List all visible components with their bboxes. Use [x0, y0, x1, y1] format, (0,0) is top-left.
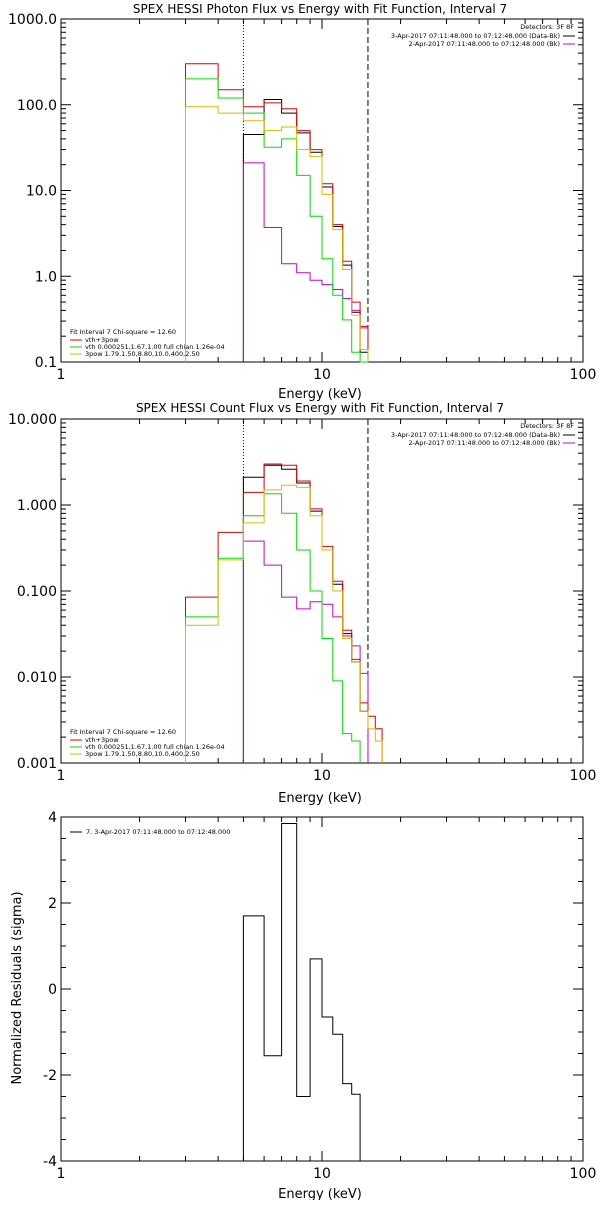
panel-title: SPEX HESSI Count Flux vs Energy with Fit…	[136, 401, 504, 415]
photon-flux-panel: SPEX HESSI Photon Flux vs Energy with Fi…	[8, 2, 596, 402]
fit-legend-entry: vth 0.000251,1.67,1.00 full chian 1.26e-…	[70, 343, 225, 351]
x-axis-label: Energy (keV)	[278, 387, 362, 402]
residuals-panel: Energy (keV) Normalized Residuals (sigma…	[10, 810, 597, 1202]
fit-legend-entry: vth+3pow	[70, 736, 119, 744]
series-histogram	[185, 484, 383, 763]
x-tick-label: 10	[313, 367, 331, 383]
y-tick-label: 1.0	[35, 269, 57, 285]
y-tick-label: 4	[48, 810, 57, 826]
y-tick-label: 100.0	[17, 98, 57, 114]
x-tick-label: 1	[57, 1166, 66, 1182]
fit-legend-label: 3pow 1.79,1.50,8.80,10.0,400,2.50	[85, 350, 200, 358]
data-legend-entry: 2-Apr-2017 07:11:48.000 to 07:12:48.000 …	[409, 40, 575, 48]
data-legend-label: 2-Apr-2017 07:11:48.000 to 07:12:48.000 …	[409, 439, 560, 447]
fit-legend-label: vth+3pow	[85, 736, 119, 744]
y-tick-label: 10.000	[8, 412, 57, 428]
data-legend-header: Detectors: 3F 8F	[520, 422, 574, 430]
x-tick-label: 100	[570, 768, 597, 784]
fit-legend-entry: 3pow 1.79,1.50,8.80,10.0,400,2.50	[70, 350, 200, 358]
y-tick-label: 0	[48, 982, 57, 998]
series-histogram	[242, 162, 369, 362]
fit-legend-header: Fit Interval 7 Chi-square = 12.60	[70, 328, 176, 336]
fit-legend-label: vth+3pow	[85, 336, 119, 344]
data-legend-entry: 7. 3-Apr-2017 07:11:48.000 to 07:12:48.0…	[70, 828, 230, 836]
panel-title: SPEX HESSI Photon Flux vs Energy with Fi…	[133, 2, 507, 16]
y-tick-label: 1000.0	[8, 12, 57, 28]
y-tick-label: 10.0	[26, 184, 57, 200]
data-legend-entry: 3-Apr-2017 07:11:48.000 to 07:12:48.000 …	[391, 431, 575, 439]
data-legend-header: Detectors: 3F 8F	[520, 23, 574, 31]
y-tick-label: 2	[48, 896, 57, 912]
y-tick-label: 0.001	[17, 756, 57, 772]
x-tick-label: 10	[313, 1166, 331, 1182]
data-legend-label: 2-Apr-2017 07:11:48.000 to 07:12:48.000 …	[409, 40, 560, 48]
series-histogram	[185, 106, 369, 362]
x-tick-label: 10	[313, 768, 331, 784]
data-legend-entry: 3-Apr-2017 07:11:48.000 to 07:12:48.000 …	[391, 32, 575, 40]
y-tick-label: -4	[43, 1154, 57, 1170]
y-axis-label: Normalized Residuals (sigma)	[10, 891, 25, 1084]
data-legend-label: 3-Apr-2017 07:11:48.000 to 07:12:48.000 …	[391, 431, 560, 439]
fit-legend-label: vth 0.000251,1.67,1.00 full chian 1.26e-…	[85, 343, 225, 351]
y-tick-label: 1.000	[17, 498, 57, 514]
x-tick-label: 1	[57, 367, 66, 383]
x-axis-label: Energy (keV)	[278, 791, 362, 806]
series-histogram	[185, 78, 368, 363]
y-tick-label: 0.1	[35, 355, 57, 371]
fit-legend-entry: 3pow 1.79,1.50,8.80,10.0,400,2.50	[70, 750, 200, 758]
fit-legend-entry: vth+3pow	[70, 336, 119, 344]
series-histogram	[185, 493, 361, 763]
data-legend-label: 7. 3-Apr-2017 07:11:48.000 to 07:12:48.0…	[86, 828, 230, 836]
fit-legend-header: Fit Interval 7 Chi-square = 12.60	[70, 728, 176, 736]
fit-legend-label: 3pow 1.79,1.50,8.80,10.0,400,2.50	[85, 750, 200, 758]
series-histogram	[242, 823, 361, 1161]
y-tick-label: 0.100	[17, 584, 57, 600]
fit-legend-entry: vth 0.000251,1.67,1.00 full chian 1.26e-…	[70, 743, 225, 751]
x-tick-label: 1	[57, 768, 66, 784]
y-tick-label: 0.010	[17, 670, 57, 686]
x-tick-label: 100	[570, 367, 597, 383]
x-axis-label: Energy (keV)	[278, 1187, 362, 1200]
x-tick-label: 100	[570, 1166, 597, 1182]
data-legend-label: 3-Apr-2017 07:11:48.000 to 07:12:48.000 …	[391, 32, 560, 40]
data-legend-entry: 2-Apr-2017 07:11:48.000 to 07:12:48.000 …	[409, 439, 575, 447]
count-flux-panel: SPEX HESSI Count Flux vs Energy with Fit…	[8, 401, 596, 806]
y-tick-label: -2	[43, 1068, 57, 1084]
fit-legend-label: vth 0.000251,1.67,1.00 full chian 1.26e-…	[85, 743, 225, 751]
